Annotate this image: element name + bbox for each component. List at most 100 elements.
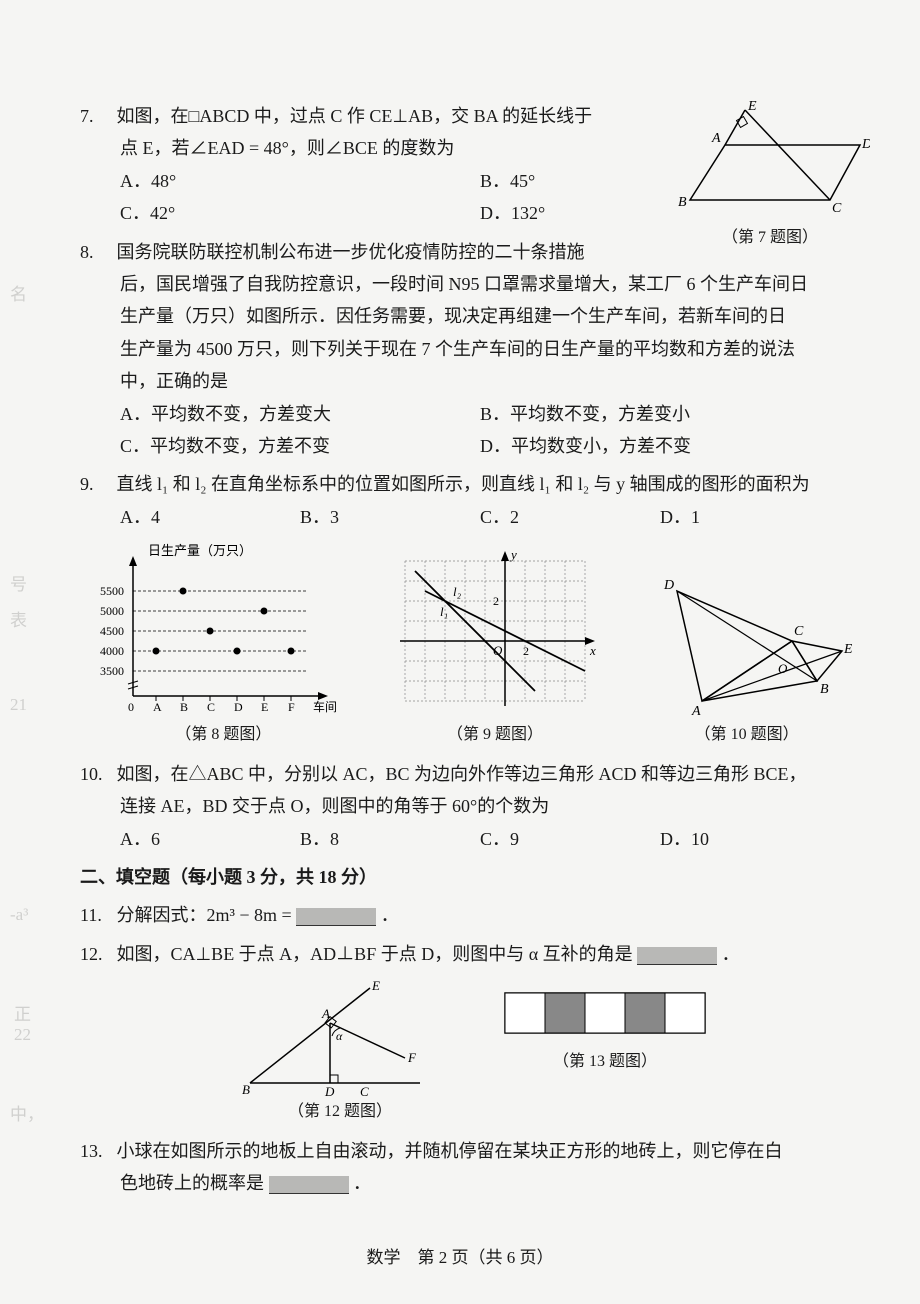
svg-text:日生产量（万只）: 日生产量（万只） — [148, 543, 252, 558]
q11-text-after: ． — [381, 905, 399, 925]
svg-text:B: B — [242, 1082, 250, 1097]
svg-text:E: E — [843, 642, 852, 657]
svg-text:E: E — [371, 978, 380, 993]
q10-text-line1: 如图，在△ABC 中，分别以 AC，BC 为边向外作等边三角形 ACD 和等边三… — [117, 764, 807, 784]
q13-blank — [269, 1176, 349, 1194]
svg-text:A: A — [691, 704, 701, 719]
svg-text:车间: 车间 — [313, 699, 337, 714]
svg-text:D: D — [234, 700, 243, 714]
q11-text-before: 分解因式：2m³ − 8m = — [117, 905, 292, 925]
scatter-chart: 日生产量（万只） 3500 4000 4500 5000 5500 0 — [98, 541, 348, 721]
q8-option-d: D．平均数变小，方差不变 — [480, 430, 840, 462]
q10-option-d: D．10 — [660, 823, 840, 855]
angle-diagram: α B D C A E F — [240, 978, 440, 1098]
svg-text:C: C — [360, 1084, 369, 1098]
page-footer: 数学 第 2 页（共 6 页） — [0, 1243, 920, 1274]
q9-number: 9. — [80, 468, 112, 500]
svg-text:5500: 5500 — [100, 584, 124, 598]
q13-text-line2-after: ． — [353, 1173, 371, 1193]
svg-text:y: y — [509, 547, 517, 562]
svg-text:A: A — [711, 131, 721, 146]
q11-blank — [296, 908, 376, 926]
q7-text-line1: 如图，在□ABCD 中，过点 C 作 CE⊥AB，交 BA 的延长线于 — [117, 106, 593, 126]
q12-text-before: 如图，CA⊥BE 于点 A，AD⊥BF 于点 D，则图中与 α 互补的角是 — [117, 944, 633, 964]
ghost-text: 表 — [10, 606, 27, 637]
q8-text-line4: 生产量为 4500 万只，则下列关于现在 7 个生产车间的日生产量的平均数和方差… — [80, 333, 870, 365]
svg-text:O: O — [778, 661, 788, 676]
svg-text:5000: 5000 — [100, 604, 124, 618]
triangle-diagram: A B C D E O — [642, 541, 852, 721]
svg-text:D: D — [861, 137, 870, 152]
svg-text:l₂: l₂ — [453, 584, 462, 599]
figure-8-caption: （第 8 题图） — [98, 721, 348, 750]
svg-text:D: D — [663, 578, 674, 593]
figure-10: A B C D E O （第 10 题图） — [642, 541, 852, 750]
question-13: 13. 小球在如图所示的地板上自由滚动，并随机停留在某块正方形的地砖上，则它停在… — [80, 1135, 870, 1200]
q7-option-a: A．48° — [120, 165, 480, 197]
figure-13: （第 13 题图） — [500, 978, 710, 1127]
q9-option-a: A．4 — [120, 501, 300, 533]
svg-text:B: B — [678, 195, 687, 210]
svg-text:4500: 4500 — [100, 624, 124, 638]
ghost-text: 正 — [14, 1000, 31, 1031]
q13-text-line1: 小球在如图所示的地板上自由滚动，并随机停留在某块正方形的地砖上，则它停在白 — [117, 1141, 783, 1161]
svg-text:A: A — [321, 1006, 330, 1021]
ghost-text: 名 — [10, 280, 27, 311]
question-9: 9. 直线 l₁ 和 l₂ 在直角坐标系中的位置如图所示，则直线 l₁ 和 l₂… — [80, 468, 870, 533]
ghost-text: -a³ — [10, 900, 28, 931]
svg-text:0: 0 — [128, 700, 134, 714]
figure-9: y x O 2 2 l₁ l₂ （第 9 题图） — [385, 541, 605, 750]
svg-text:B: B — [820, 682, 829, 697]
svg-text:α: α — [336, 1029, 343, 1043]
parallelogram-diagram: E A D B C — [670, 100, 870, 220]
svg-text:x: x — [589, 643, 596, 658]
q10-text-line2: 连接 AE，BD 交于点 O，则图中的角等于 60°的个数为 — [80, 790, 870, 822]
svg-text:F: F — [407, 1050, 417, 1065]
q9-option-c: C．2 — [480, 501, 660, 533]
q13-number: 13. — [80, 1135, 112, 1167]
svg-text:C: C — [207, 700, 215, 714]
ghost-text: 中， — [10, 1100, 44, 1131]
figure-10-caption: （第 10 题图） — [642, 721, 852, 750]
question-12: 12. 如图，CA⊥BE 于点 A，AD⊥BF 于点 D，则图中与 α 互补的角… — [80, 938, 870, 970]
svg-text:C: C — [794, 624, 804, 639]
svg-text:l₁: l₁ — [440, 604, 448, 619]
figure-8: 日生产量（万只） 3500 4000 4500 5000 5500 0 — [98, 541, 348, 750]
q10-option-a: A．6 — [120, 823, 300, 855]
svg-text:F: F — [288, 700, 295, 714]
section-2-header: 二、填空题（每小题 3 分，共 18 分） — [80, 861, 870, 893]
q8-option-a: A．平均数不变，方差变大 — [120, 398, 480, 430]
figures-row-2: α B D C A E F （第 12 题图） （第 13 题图） — [80, 978, 870, 1127]
question-10: 10. 如图，在△ABC 中，分别以 AC，BC 为边向外作等边三角形 ACD … — [80, 758, 870, 855]
svg-text:3500: 3500 — [100, 664, 124, 678]
q12-number: 12. — [80, 938, 112, 970]
q9-option-d: D．1 — [660, 501, 840, 533]
figure-13-caption: （第 13 题图） — [500, 1048, 710, 1077]
q13-text-line2-before: 色地砖上的概率是 — [120, 1173, 264, 1193]
q8-text-line2: 后，国民增强了自我防控意识，一段时间 N95 口罩需求量增大，某工厂 6 个生产… — [80, 268, 870, 300]
ghost-text: 21 — [10, 690, 27, 721]
q8-text-line1: 国务院联防联控机制公布进一步优化疫情防控的二十条措施 — [117, 242, 585, 262]
figure-12: α B D C A E F （第 12 题图） — [240, 978, 440, 1127]
q9-text: 直线 l₁ 和 l₂ 在直角坐标系中的位置如图所示，则直线 l₁ 和 l₂ 与 … — [117, 474, 810, 494]
line-chart: y x O 2 2 l₁ l₂ — [385, 541, 605, 721]
figure-9-caption: （第 9 题图） — [385, 721, 605, 750]
figure-7: E A D B C （第 7 题图） — [670, 100, 870, 253]
q10-option-c: C．9 — [480, 823, 660, 855]
ghost-text: 22 — [14, 1020, 31, 1051]
svg-text:D: D — [324, 1084, 335, 1098]
svg-text:C: C — [832, 201, 842, 216]
question-11: 11. 分解因式：2m³ − 8m = ． — [80, 899, 870, 931]
svg-text:B: B — [180, 700, 188, 714]
q8-text-line5: 中，正确的是 — [80, 365, 870, 397]
svg-text:2: 2 — [493, 594, 499, 608]
q12-blank — [637, 947, 717, 965]
figure-7-caption: （第 7 题图） — [670, 224, 870, 253]
q8-option-c: C．平均数不变，方差不变 — [120, 430, 480, 462]
q10-option-b: B．8 — [300, 823, 480, 855]
svg-text:A: A — [153, 700, 162, 714]
figure-12-caption: （第 12 题图） — [240, 1098, 440, 1127]
q7-number: 7. — [80, 100, 112, 132]
q11-number: 11. — [80, 899, 112, 931]
q8-number: 8. — [80, 236, 112, 268]
